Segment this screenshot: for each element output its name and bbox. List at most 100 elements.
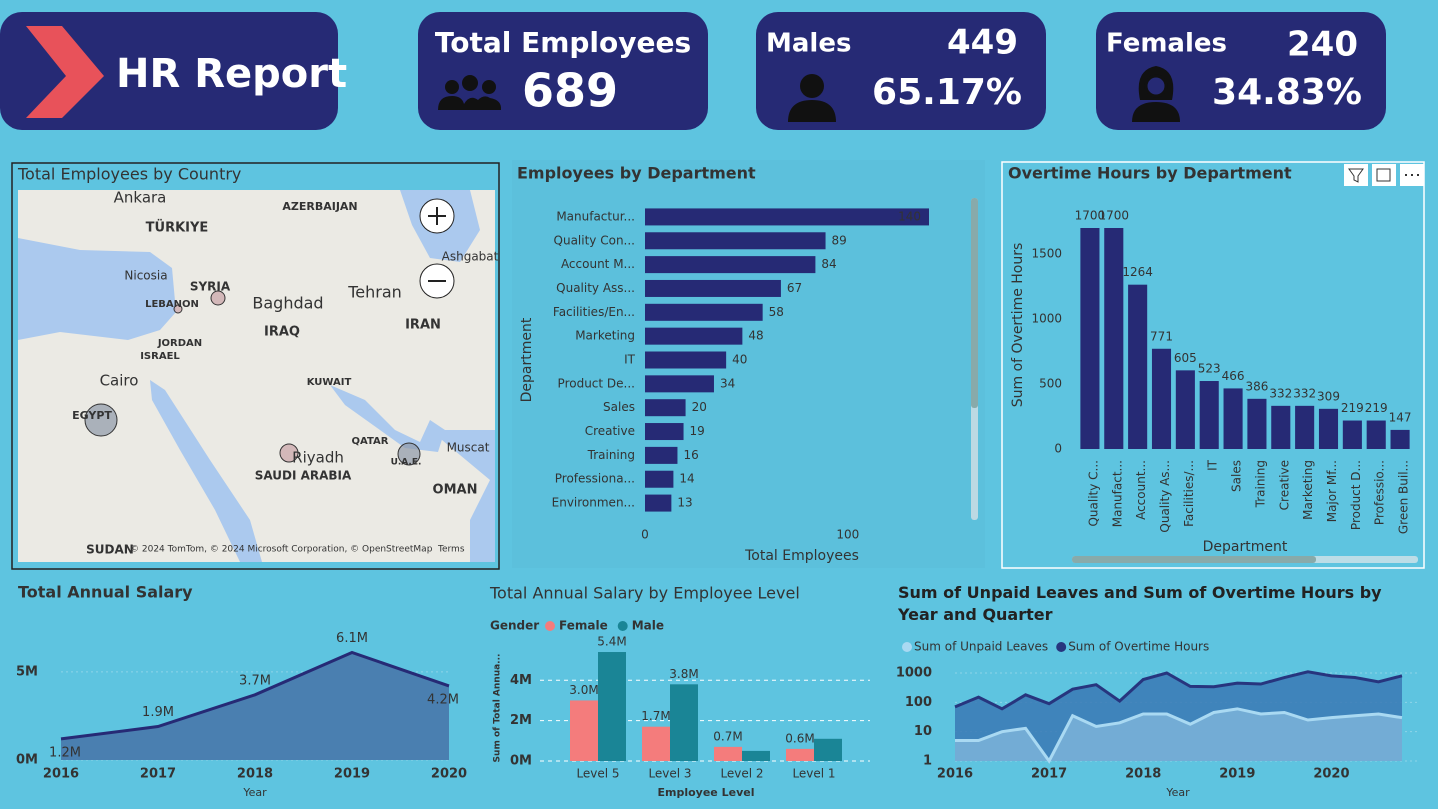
x-axis-label: Year [242, 786, 267, 799]
bar [645, 256, 816, 274]
category-label: Marketing [1301, 460, 1315, 520]
x-tick-label: 2017 [1031, 767, 1067, 782]
x-tick-label: 2018 [1125, 767, 1161, 782]
place-label: Muscat [447, 441, 490, 455]
panel [512, 160, 985, 568]
bar [642, 726, 670, 761]
panel [1001, 161, 1425, 569]
value-label: 3.8M [669, 667, 698, 681]
value-label: 1700 [1099, 209, 1130, 223]
bar [1199, 381, 1219, 449]
x-tick-label: 2016 [937, 767, 973, 782]
focus-button[interactable] [1372, 164, 1396, 186]
category-label: Training [587, 448, 635, 462]
h-scroll-thumb[interactable] [1072, 556, 1316, 563]
value-label: 34 [720, 376, 735, 390]
category-label: Major Mf... [1325, 460, 1339, 522]
kpi-label: Total Employees [435, 26, 691, 59]
category-label: Marketing [575, 329, 635, 343]
category-label: Manufact... [1110, 460, 1124, 527]
bar [1390, 429, 1410, 449]
y-tick-label: 1000 [896, 665, 932, 680]
x-tick-label: 2016 [43, 767, 79, 782]
x-tick-label: 2019 [334, 767, 370, 782]
kpi-label: Males [766, 29, 851, 59]
place-label: SYRIA [190, 280, 231, 294]
place-label: AZERBAIJAN [282, 200, 357, 213]
value-label: 219 [1341, 401, 1364, 415]
x-tick-label: Level 2 [720, 767, 763, 781]
x-tick-label: 2017 [140, 767, 176, 782]
bar [1342, 420, 1362, 449]
y-tick-label: 100 [905, 695, 932, 710]
y-tick-label: 2M [510, 713, 532, 728]
bar [645, 303, 763, 321]
x-tick-label: Level 1 [792, 767, 835, 781]
value-label: 0.7M [713, 729, 742, 743]
category-label: IT [624, 353, 636, 367]
x-tick-label: 100 [836, 528, 859, 542]
map-attribution: © 2024 TomTom, © 2024 Microsoft Corporat… [130, 545, 433, 555]
bar [645, 470, 674, 488]
category-label: IT [1206, 459, 1220, 471]
filter-icon [1348, 168, 1364, 183]
filter-button[interactable] [1344, 164, 1368, 186]
male-icon [788, 74, 836, 122]
scroll-thumb[interactable] [971, 198, 978, 408]
place-label: ISRAEL [140, 351, 180, 362]
category-label: Green Buil... [1397, 460, 1411, 534]
bar [645, 494, 672, 512]
bar [1128, 284, 1148, 449]
value-label: 386 [1245, 379, 1268, 393]
legend-label: Sum of Overtime Hours [1068, 640, 1209, 654]
chart-title: Overtime Hours by Department [1008, 164, 1292, 183]
bar [1175, 370, 1195, 449]
value-label: 140 [898, 209, 921, 223]
x-tick-label: Level 3 [648, 767, 691, 781]
chart-title-box: Sum of Unpaid Leaves and Sum of Overtime… [898, 583, 1382, 624]
place-label: Ashgabat [442, 250, 499, 264]
y-tick-label: 5M [16, 664, 38, 679]
bar [645, 375, 714, 393]
kpi-card [1096, 12, 1386, 130]
category-label: Manufactur... [556, 209, 635, 223]
y-tick-label: 4M [510, 673, 532, 688]
legend-label: Male [632, 619, 664, 633]
place-label: QATAR [352, 436, 389, 447]
chart-title: Sum of Unpaid Leaves and Sum of Overtime… [898, 583, 1382, 624]
place-label: LEBANON [145, 299, 199, 310]
y-axis-label: Sum of Total Annua... [493, 654, 503, 763]
y-tick-label: 10 [914, 724, 932, 739]
legend-marker [545, 621, 555, 631]
female-icon [1132, 66, 1180, 122]
place-label: IRAN [405, 318, 441, 333]
bar [1151, 348, 1172, 449]
value-label: 1.9M [142, 705, 174, 720]
value-label: 147 [1389, 410, 1412, 424]
line [954, 670, 1403, 711]
value-label: 1.7M [641, 709, 670, 723]
bar [1318, 408, 1339, 449]
chart-title: Total Annual Salary [18, 583, 193, 602]
map-labels: Ankara TÜRKIYE AZERBAIJAN Nicosia SYRIA LEBAN… [72, 189, 499, 557]
category-label: Account... [1134, 460, 1148, 520]
place-label: SUDAN [86, 543, 134, 557]
place-label: U.A.E. [391, 458, 422, 468]
value-label: 16 [683, 448, 698, 462]
value-label: 20 [692, 400, 707, 414]
bar [645, 208, 929, 226]
x-tick-label: 2020 [1313, 767, 1349, 782]
place-label: SAUDI ARABIA [255, 469, 352, 483]
category-label: Account M... [561, 257, 635, 271]
category-label: Facilities/En... [553, 305, 635, 319]
bar [645, 399, 686, 417]
category-label: Creative [1277, 460, 1291, 510]
place-label: KUWAIT [307, 377, 352, 388]
map-terms[interactable]: Terms [437, 545, 465, 555]
value-label: 605 [1174, 351, 1197, 365]
bar [1247, 398, 1267, 449]
category-label: Quality Ass... [556, 281, 635, 295]
value-label: 14 [679, 472, 694, 486]
x-tick-label: 2018 [237, 767, 273, 782]
legend-marker [1056, 642, 1067, 652]
